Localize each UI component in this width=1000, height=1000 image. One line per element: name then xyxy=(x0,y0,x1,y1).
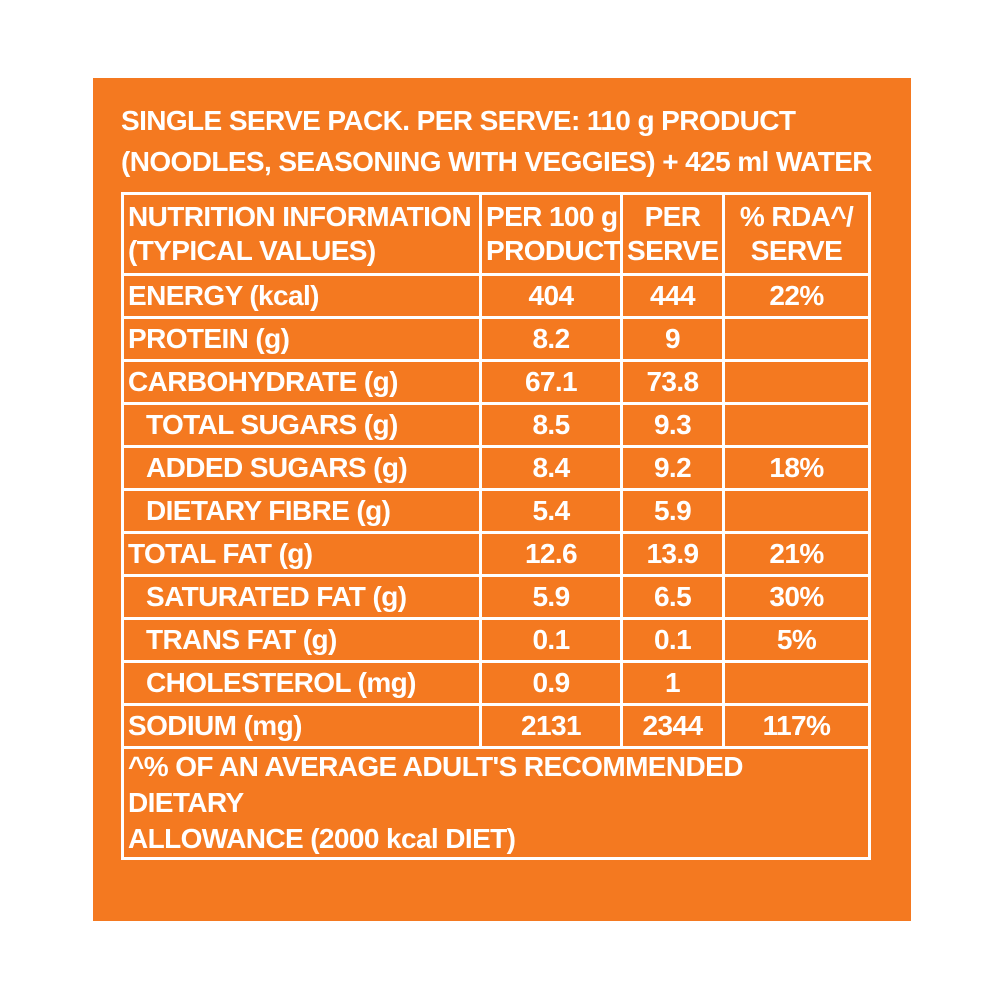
column-header-per-100g-line-1: PER 100 g xyxy=(486,201,618,232)
rda-percent-cell xyxy=(722,402,871,448)
per-serve-value-cell: 2344 xyxy=(620,703,725,749)
per-100g-value-cell: 8.4 xyxy=(479,445,623,491)
nutrition-table-body: ENERGY (kcal) 404 444 22% PROTEIN (g) 8.2 9 CAR… xyxy=(121,273,871,749)
nutrient-name-cell: SATURATED FAT (g) xyxy=(121,574,482,620)
nutrient-name-cell: TOTAL FAT (g) xyxy=(121,531,482,577)
nutrient-name-cell: TRANS FAT (g) xyxy=(121,617,482,663)
nutrient-name-cell: PROTEIN (g) xyxy=(121,316,482,362)
per-100g-value-cell: 12.6 xyxy=(479,531,623,577)
column-header-per-100g: PER 100 g PRODUCT xyxy=(479,192,623,276)
per-serve-value-cell: 5.9 xyxy=(620,488,725,534)
per-serve-value-cell: 0.1 xyxy=(620,617,725,663)
serving-info-header: SINGLE SERVE PACK. PER SERVE: 110 g PROD… xyxy=(121,100,901,182)
rda-percent-cell: 117% xyxy=(722,703,871,749)
header-row: NUTRITION INFORMATION (TYPICAL VALUES) P… xyxy=(121,192,871,276)
table-row: TOTAL FAT (g) 12.6 13.9 21% xyxy=(121,531,871,577)
column-header-rda-line-1: % RDA^/ xyxy=(739,201,854,232)
nutrition-label-panel: SINGLE SERVE PACK. PER SERVE: 110 g PROD… xyxy=(93,78,911,921)
table-row: CARBOHYDRATE (g) 67.1 73.8 xyxy=(121,359,871,405)
column-header-per-100g-line-2: PRODUCT xyxy=(486,235,621,266)
serving-info-line-1: SINGLE SERVE PACK. PER SERVE: 110 g PROD… xyxy=(121,105,796,136)
serving-info-line-2: (NOODLES, SEASONING WITH VEGGIES) + 425 … xyxy=(121,146,873,177)
rda-percent-cell xyxy=(722,488,871,534)
nutrient-name-cell: CARBOHYDRATE (g) xyxy=(121,359,482,405)
column-header-nutrition-info-line-2: (TYPICAL VALUES) xyxy=(128,235,376,266)
per-serve-value-cell: 9.2 xyxy=(620,445,725,491)
per-100g-value-cell: 5.4 xyxy=(479,488,623,534)
rda-percent-cell: 30% xyxy=(722,574,871,620)
per-100g-value-cell: 0.9 xyxy=(479,660,623,706)
rda-percent-cell xyxy=(722,359,871,405)
nutrient-name-cell: ADDED SUGARS (g) xyxy=(121,445,482,491)
rda-percent-cell: 18% xyxy=(722,445,871,491)
table-row: SATURATED FAT (g) 5.9 6.5 30% xyxy=(121,574,871,620)
per-serve-value-cell: 13.9 xyxy=(620,531,725,577)
per-100g-value-cell: 8.2 xyxy=(479,316,623,362)
nutrient-name-cell: ENERGY (kcal) xyxy=(121,273,482,319)
table-row: PROTEIN (g) 8.2 9 xyxy=(121,316,871,362)
per-100g-value-cell: 8.5 xyxy=(479,402,623,448)
per-serve-value-cell: 9 xyxy=(620,316,725,362)
table-row: ADDED SUGARS (g) 8.4 9.2 18% xyxy=(121,445,871,491)
rda-footnote-line-2: ALLOWANCE (2000 kcal DIET) xyxy=(128,823,516,854)
rda-percent-cell: 21% xyxy=(722,531,871,577)
per-100g-value-cell: 404 xyxy=(479,273,623,319)
per-serve-value-cell: 6.5 xyxy=(620,574,725,620)
per-100g-value-cell: 2131 xyxy=(479,703,623,749)
nutrient-name-cell: DIETARY FIBRE (g) xyxy=(121,488,482,534)
rda-percent-cell: 22% xyxy=(722,273,871,319)
rda-footnote-line-1: ^% OF AN AVERAGE ADULT'S RECOMMENDED DIE… xyxy=(128,751,743,818)
nutrient-name-cell: SODIUM (mg) xyxy=(121,703,482,749)
rda-percent-cell xyxy=(722,660,871,706)
per-100g-value-cell: 5.9 xyxy=(479,574,623,620)
rda-footnote: ^% OF AN AVERAGE ADULT'S RECOMMENDED DIE… xyxy=(121,746,871,860)
per-serve-value-cell: 1 xyxy=(620,660,725,706)
rda-percent-cell: 5% xyxy=(722,617,871,663)
nutrition-table-header: NUTRITION INFORMATION (TYPICAL VALUES) P… xyxy=(121,192,871,276)
table-row: ENERGY (kcal) 404 444 22% xyxy=(121,273,871,319)
table-row: TRANS FAT (g) 0.1 0.1 5% xyxy=(121,617,871,663)
per-100g-value-cell: 67.1 xyxy=(479,359,623,405)
column-header-per-serve-line-2: SERVE xyxy=(627,235,719,266)
column-header-rda: % RDA^/ SERVE xyxy=(722,192,871,276)
nutrition-table-footer: ^% OF AN AVERAGE ADULT'S RECOMMENDED DIE… xyxy=(121,746,871,860)
column-header-nutrition-info: NUTRITION INFORMATION (TYPICAL VALUES) xyxy=(121,192,482,276)
table-row: CHOLESTEROL (mg) 0.9 1 xyxy=(121,660,871,706)
per-serve-value-cell: 73.8 xyxy=(620,359,725,405)
nutrition-table: NUTRITION INFORMATION (TYPICAL VALUES) P… xyxy=(121,192,871,860)
column-header-per-serve-line-1: PER xyxy=(644,201,701,232)
per-serve-value-cell: 9.3 xyxy=(620,402,725,448)
rda-percent-cell xyxy=(722,316,871,362)
nutrient-name-cell: TOTAL SUGARS (g) xyxy=(121,402,482,448)
per-serve-value-cell: 444 xyxy=(620,273,725,319)
column-header-per-serve: PER SERVE xyxy=(620,192,725,276)
table-row: DIETARY FIBRE (g) 5.4 5.9 xyxy=(121,488,871,534)
footnote-row: ^% OF AN AVERAGE ADULT'S RECOMMENDED DIE… xyxy=(121,746,871,860)
column-header-rda-line-2: SERVE xyxy=(750,235,843,266)
nutrient-name-cell: CHOLESTEROL (mg) xyxy=(121,660,482,706)
table-row: SODIUM (mg) 2131 2344 117% xyxy=(121,703,871,749)
table-row: TOTAL SUGARS (g) 8.5 9.3 xyxy=(121,402,871,448)
column-header-nutrition-info-line-1: NUTRITION INFORMATION xyxy=(128,201,472,232)
per-100g-value-cell: 0.1 xyxy=(479,617,623,663)
